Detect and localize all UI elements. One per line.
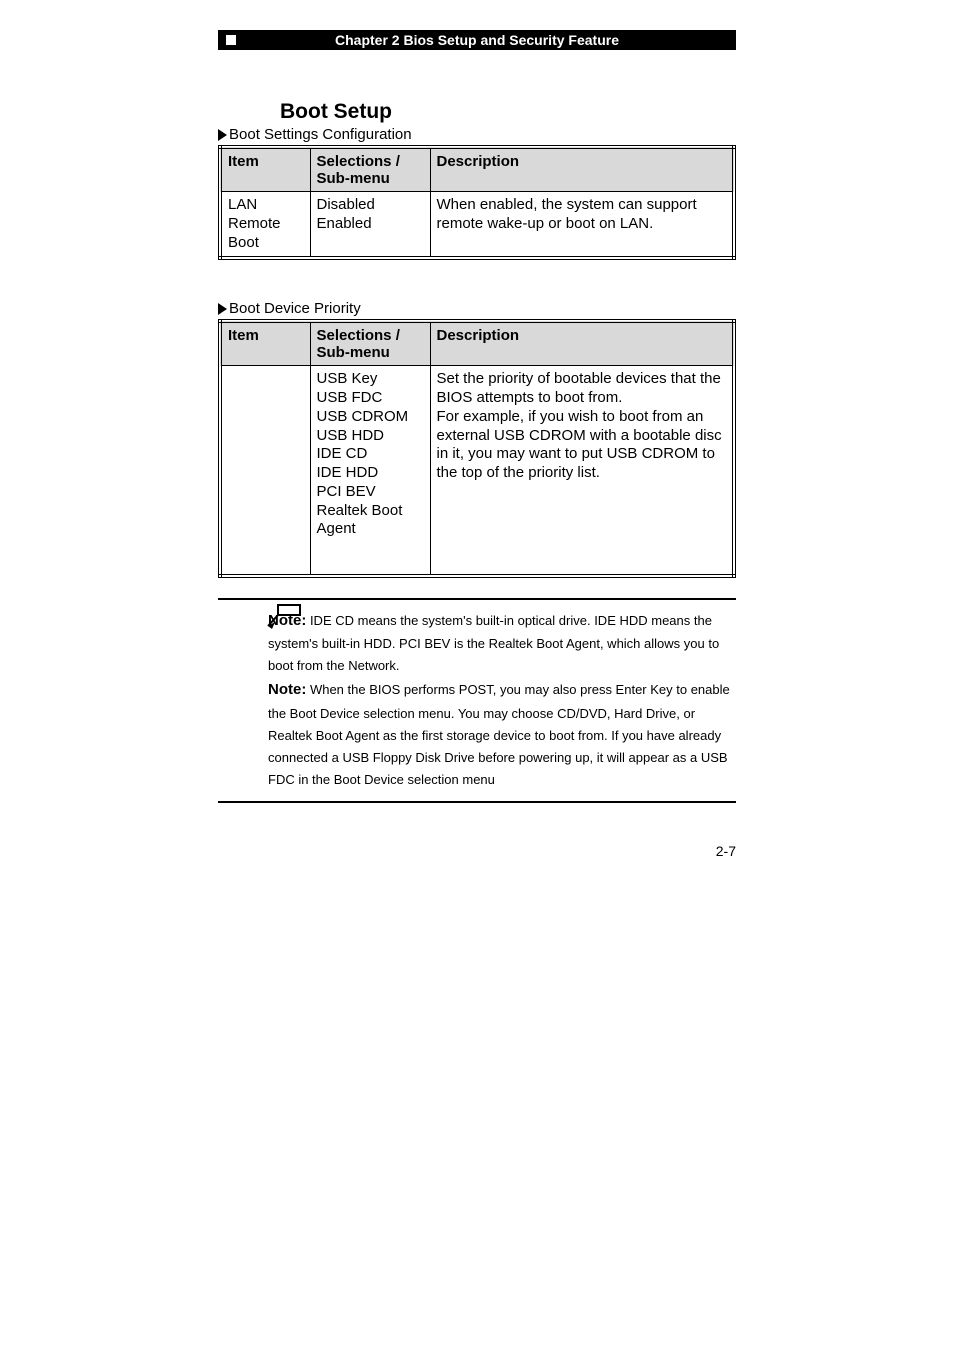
table1-caption-text: Boot Settings Configuration bbox=[229, 126, 412, 143]
cell-item: LAN Remote Boot bbox=[220, 192, 310, 259]
table1-caption: Boot Settings Configuration bbox=[218, 126, 736, 143]
triangle-icon bbox=[218, 303, 227, 315]
page-number: 2-7 bbox=[218, 843, 736, 859]
note-1-text: IDE CD means the system's built-in optic… bbox=[268, 613, 719, 674]
section-title: Boot Setup bbox=[280, 100, 736, 124]
th-item: Item bbox=[220, 321, 310, 366]
chapter-title: Chapter 2 Bios Setup and Security Featur… bbox=[335, 32, 619, 48]
boot-settings-table: Item Selections / Sub-menu Description L… bbox=[218, 145, 736, 260]
table2-caption-text: Boot Device Priority bbox=[229, 300, 361, 317]
table-header-row: Item Selections / Sub-menu Description bbox=[220, 321, 734, 366]
th-item: Item bbox=[220, 147, 310, 192]
chapter-bar: Chapter 2 Bios Setup and Security Featur… bbox=[218, 30, 736, 50]
note-2-text: When the BIOS performs POST, you may als… bbox=[268, 682, 730, 787]
triangle-icon bbox=[218, 129, 227, 141]
th-selections: Selections / Sub-menu bbox=[310, 321, 430, 366]
note-2: Note: When the BIOS performs POST, you m… bbox=[268, 677, 736, 791]
table-row: USB Key USB FDC USB CDROM USB HDD IDE CD… bbox=[220, 366, 734, 576]
boot-priority-table: Item Selections / Sub-menu Description U… bbox=[218, 319, 736, 578]
table-header-row: Item Selections / Sub-menu Description bbox=[220, 147, 734, 192]
note-label: Note: bbox=[268, 681, 306, 698]
table-row: LAN Remote Boot Disabled Enabled When en… bbox=[220, 192, 734, 259]
cell-selections: USB Key USB FDC USB CDROM USB HDD IDE CD… bbox=[310, 366, 430, 576]
table2-caption: Boot Device Priority bbox=[218, 300, 736, 317]
note-block: Note: IDE CD means the system's built-in… bbox=[218, 598, 736, 804]
th-description: Description bbox=[430, 321, 734, 366]
cell-description: Set the priority of bootable devices tha… bbox=[430, 366, 734, 576]
note-1: Note: IDE CD means the system's built-in… bbox=[268, 608, 736, 678]
cell-selections: Disabled Enabled bbox=[310, 192, 430, 259]
cell-item bbox=[220, 366, 310, 576]
note-icon bbox=[266, 604, 302, 630]
th-description: Description bbox=[430, 147, 734, 192]
cell-description: When enabled, the system can support rem… bbox=[430, 192, 734, 259]
page-container: Chapter 2 Bios Setup and Security Featur… bbox=[0, 0, 954, 899]
th-selections: Selections / Sub-menu bbox=[310, 147, 430, 192]
